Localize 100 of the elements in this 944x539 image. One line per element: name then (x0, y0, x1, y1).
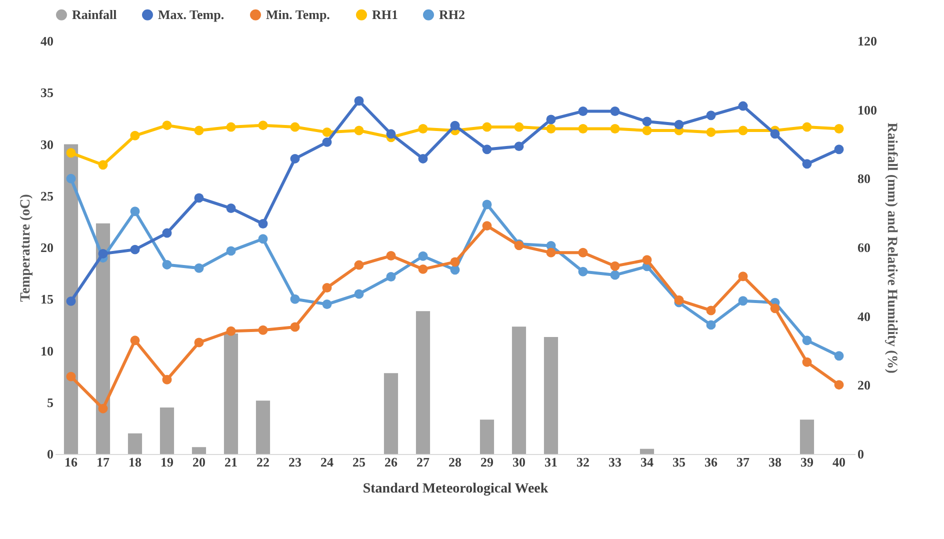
point (642, 126, 652, 136)
y-tick-label: 0 (47, 446, 54, 462)
point (578, 248, 588, 258)
y-tick-label: 30 (40, 136, 54, 152)
point (258, 120, 268, 130)
point (66, 148, 76, 158)
x-tick-label: 28 (448, 454, 462, 470)
point (738, 126, 748, 136)
point (770, 129, 780, 139)
point (354, 289, 364, 299)
bar (224, 334, 238, 454)
y2-tick-label: 60 (858, 240, 870, 255)
y-axis-title: Temperature (oC) (18, 194, 34, 302)
point (258, 219, 268, 228)
point (162, 120, 172, 130)
x-tick-label: 27 (416, 454, 430, 470)
point (354, 126, 364, 136)
y2-tick-label: 0 (858, 446, 864, 462)
x-tick-label: 26 (384, 454, 398, 470)
point (98, 404, 108, 414)
point (66, 174, 76, 184)
y-tick-label: 5 (47, 394, 54, 410)
x-tick-label: 35 (672, 454, 686, 470)
point (642, 255, 652, 265)
point (290, 154, 300, 164)
point (578, 124, 588, 134)
point (514, 122, 524, 132)
y2-tick-label: 100 (858, 102, 877, 118)
bar (512, 326, 526, 454)
x-tick-label: 39 (800, 454, 814, 470)
point (834, 144, 844, 154)
point (322, 300, 332, 310)
legend-label: Rainfall (72, 6, 118, 22)
x-tick-label: 18 (128, 454, 142, 470)
point (130, 130, 140, 140)
point (162, 374, 172, 384)
point (738, 272, 748, 282)
point (706, 306, 716, 316)
point (674, 120, 684, 130)
point (98, 160, 108, 170)
point (546, 114, 556, 124)
x-tick-label: 25 (352, 454, 366, 470)
point (258, 234, 268, 244)
point (130, 244, 140, 254)
point (482, 200, 492, 210)
x-tick-label: 29 (480, 454, 494, 470)
point (802, 159, 812, 169)
point (482, 144, 492, 154)
point (546, 248, 556, 258)
point (290, 122, 300, 132)
point (354, 260, 364, 270)
point (194, 126, 204, 136)
legend-label: RH1 (372, 6, 398, 22)
point (610, 124, 620, 134)
bar (416, 311, 430, 454)
x-tick-label: 22 (256, 454, 270, 470)
point (386, 129, 396, 139)
point (290, 322, 300, 332)
x-tick-label: 17 (96, 454, 110, 470)
point (418, 251, 428, 261)
point (546, 124, 556, 134)
point (578, 266, 588, 276)
legend-label: Max. Temp. (158, 6, 224, 22)
y-tick-label: 20 (40, 240, 54, 255)
point (418, 124, 428, 134)
point (674, 295, 684, 305)
x-tick-label: 24 (320, 454, 334, 470)
point (802, 122, 812, 132)
point (226, 122, 236, 132)
bar (192, 447, 206, 454)
point (290, 294, 300, 304)
y-tick-label: 15 (40, 292, 54, 307)
y-tick-label: 10 (40, 343, 54, 358)
point (802, 357, 812, 367)
bar (128, 433, 142, 454)
x-tick-label: 34 (640, 454, 654, 470)
point (162, 260, 172, 270)
point (194, 263, 204, 273)
x-tick-label: 30 (512, 454, 526, 470)
point (258, 325, 268, 335)
bar (480, 420, 494, 454)
x-tick-label: 20 (192, 454, 206, 470)
point (610, 106, 620, 116)
point (194, 338, 204, 348)
x-tick-label: 38 (768, 454, 782, 470)
point (226, 204, 236, 213)
x-tick-label: 37 (736, 454, 750, 470)
point (738, 101, 748, 111)
point (418, 264, 428, 274)
bar (800, 420, 814, 454)
point (418, 154, 428, 164)
point (162, 228, 172, 238)
y2-tick-label: 80 (858, 171, 870, 186)
point (578, 106, 588, 116)
point (130, 206, 140, 216)
x-tick-label: 19 (160, 454, 174, 470)
point (66, 372, 76, 382)
point (514, 142, 524, 152)
point (738, 296, 748, 306)
x-tick-label: 32 (576, 454, 590, 470)
